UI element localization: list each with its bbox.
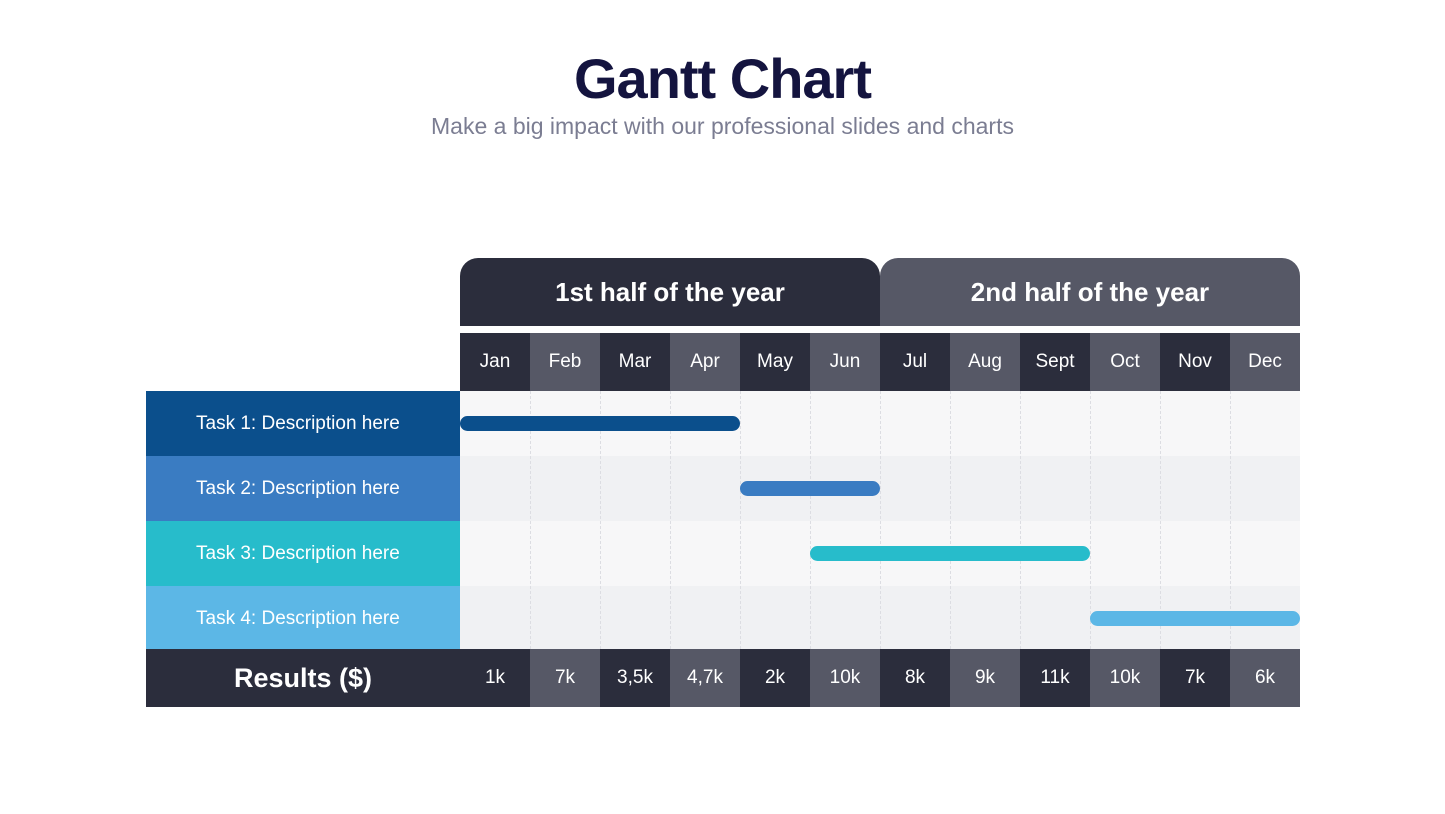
task-label-2: Task 2: Description here <box>146 456 460 521</box>
month-oct: Oct <box>1090 333 1160 391</box>
gantt-bar-task-2 <box>740 481 880 496</box>
month-feb: Feb <box>530 333 600 391</box>
page-subtitle: Make a big impact with our professional … <box>431 113 1014 139</box>
month-dec: Dec <box>1230 333 1300 391</box>
result-nov: 7k <box>1160 649 1230 707</box>
task-label-4: Task 4: Description here <box>146 586 460 651</box>
gridline <box>1020 391 1021 649</box>
month-jul: Jul <box>880 333 950 391</box>
result-apr: 4,7k <box>670 649 740 707</box>
result-sept: 11k <box>1020 649 1090 707</box>
month-mar: Mar <box>600 333 670 391</box>
gridline <box>880 391 881 649</box>
header-first-half: 1st half of the year <box>460 258 880 326</box>
result-aug: 9k <box>950 649 1020 707</box>
gridline <box>600 391 601 649</box>
result-may: 2k <box>740 649 810 707</box>
gantt-bar-task-3 <box>810 546 1090 561</box>
gridline <box>670 391 671 649</box>
gridline <box>530 391 531 649</box>
result-jun: 10k <box>810 649 880 707</box>
gantt-bar-task-4 <box>1090 611 1300 626</box>
gridline <box>950 391 951 649</box>
result-dec: 6k <box>1230 649 1300 707</box>
header-second-half: 2nd half of the year <box>880 258 1300 326</box>
month-aug: Aug <box>950 333 1020 391</box>
gridline <box>1160 391 1161 649</box>
gridline <box>1230 391 1231 649</box>
page-title: Gantt Chart <box>574 47 872 110</box>
results-label: Results ($) <box>146 649 460 707</box>
month-nov: Nov <box>1160 333 1230 391</box>
task-label-1: Task 1: Description here <box>146 391 460 456</box>
result-mar: 3,5k <box>600 649 670 707</box>
gridline <box>1090 391 1091 649</box>
gridline <box>740 391 741 649</box>
task-label-3: Task 3: Description here <box>146 521 460 586</box>
month-apr: Apr <box>670 333 740 391</box>
result-oct: 10k <box>1090 649 1160 707</box>
month-may: May <box>740 333 810 391</box>
header-divider <box>460 326 1300 333</box>
month-jan: Jan <box>460 333 530 391</box>
result-jul: 8k <box>880 649 950 707</box>
month-jun: Jun <box>810 333 880 391</box>
gantt-bar-task-1 <box>460 416 740 431</box>
month-sept: Sept <box>1020 333 1090 391</box>
result-jan: 1k <box>460 649 530 707</box>
gridline <box>810 391 811 649</box>
result-feb: 7k <box>530 649 600 707</box>
